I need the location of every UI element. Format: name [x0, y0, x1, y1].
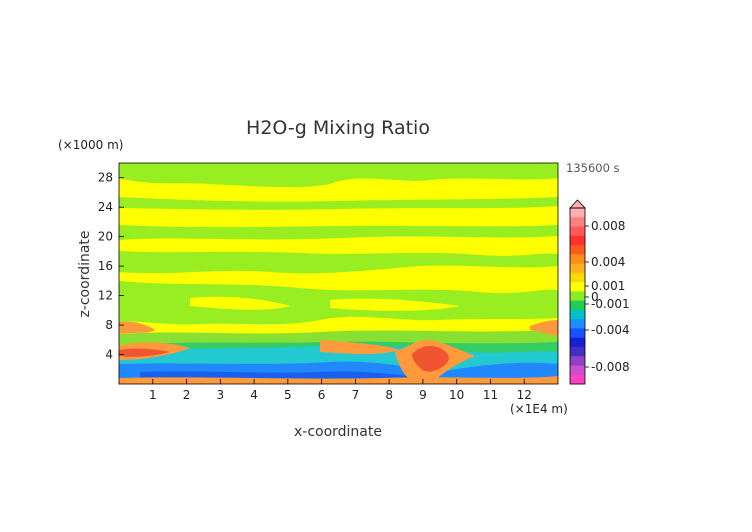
- colorbar-swatch: [570, 365, 585, 376]
- plot-frame: [118, 162, 559, 385]
- x-unit-label: (×1E4 m): [510, 402, 568, 416]
- x-tick-label: 1: [149, 388, 157, 402]
- time-label: 135600 s: [566, 161, 620, 175]
- contour-orange-bottom: [119, 376, 558, 384]
- contour-yellow-patch: [330, 298, 460, 311]
- colorbar-tick-label: -0.004: [591, 323, 630, 337]
- y-tick-label: 12: [98, 289, 113, 303]
- x-tick-label: 8: [385, 388, 393, 402]
- colorbar-tick-label: 0.001: [591, 279, 625, 293]
- colorbar-tick-label: -0.001: [591, 297, 630, 311]
- colorbar-arrow: [569, 199, 586, 209]
- colorbar-swatch: [570, 374, 585, 385]
- colorbar-tick-label: 0.004: [591, 255, 625, 269]
- x-tick-label: 2: [183, 388, 191, 402]
- contour-green-band-20: [119, 225, 558, 240]
- contour-orange-left: [119, 321, 155, 334]
- x-tick-label: 5: [284, 388, 292, 402]
- y-tick-label: 28: [98, 171, 113, 185]
- colorbar-swatch: [570, 356, 585, 366]
- contour-yellow-patch: [190, 296, 290, 310]
- y-unit-label: (×1000 m): [58, 138, 123, 152]
- y-tick-label: 8: [105, 318, 113, 332]
- y-axis-label: z-coordinate: [77, 230, 93, 317]
- x-tick-label: 4: [250, 388, 258, 402]
- colorbar-swatch: [570, 263, 585, 274]
- y-axis-ticks: 4 8 12 16 20 24 28: [98, 171, 124, 362]
- x-tick-label: 10: [449, 388, 464, 402]
- colorbar-swatch: [570, 346, 585, 357]
- colorbar-swatch: [570, 254, 585, 265]
- contour-green-top: [119, 163, 558, 188]
- colorbar-tick-label: -0.008: [591, 360, 630, 374]
- x-tick-label: 3: [216, 388, 224, 402]
- colorbar-swatch: [570, 226, 585, 237]
- x-axis-label: x-coordinate: [294, 424, 382, 440]
- y-tick-label: 24: [98, 200, 113, 214]
- colorbar-swatch: [570, 208, 585, 218]
- colorbar-swatch: [570, 337, 585, 348]
- colorbar-frame: [569, 207, 586, 385]
- colorbar-swatch: [570, 282, 585, 292]
- y-tick-label: 16: [98, 259, 113, 273]
- colorbar-swatch: [570, 328, 585, 339]
- colorbar-swatch: [570, 291, 585, 302]
- contour-orange-right: [530, 320, 558, 336]
- contour-orange-mid: [320, 340, 400, 354]
- contour-red-bump: [412, 346, 449, 372]
- colorbar-swatch: [570, 300, 585, 311]
- colorbar-swatch: [570, 319, 585, 329]
- colorbar-swatch: [570, 235, 585, 246]
- heatmap-field: [119, 163, 558, 384]
- colorbar-swatch: [570, 245, 585, 255]
- x-tick-label: 11: [483, 388, 498, 402]
- y-tick-label: 20: [98, 230, 113, 244]
- x-axis-ticks: 1 2 3 4 5 6 7 8 9 10 11 12: [149, 379, 532, 402]
- colorbar-swatch: [570, 217, 585, 228]
- colorbar-swatch: [570, 272, 585, 283]
- chart-title: H2O-g Mixing Ratio: [246, 117, 430, 139]
- colorbar-tick-label: 0.008: [591, 219, 625, 233]
- contour-green-band-16: [119, 251, 558, 274]
- colorbar-tick-label: 0: [591, 290, 599, 304]
- y-tick-label: 4: [105, 348, 113, 362]
- colorbar-swatch: [570, 309, 585, 320]
- x-tick-label: 9: [419, 388, 427, 402]
- x-tick-label: 7: [352, 388, 360, 402]
- contour-red-left-low: [119, 348, 170, 357]
- x-tick-label: 6: [318, 388, 326, 402]
- contour-green-band-24: [119, 197, 558, 210]
- x-tick-label: 12: [517, 388, 532, 402]
- colorbar: [569, 199, 586, 385]
